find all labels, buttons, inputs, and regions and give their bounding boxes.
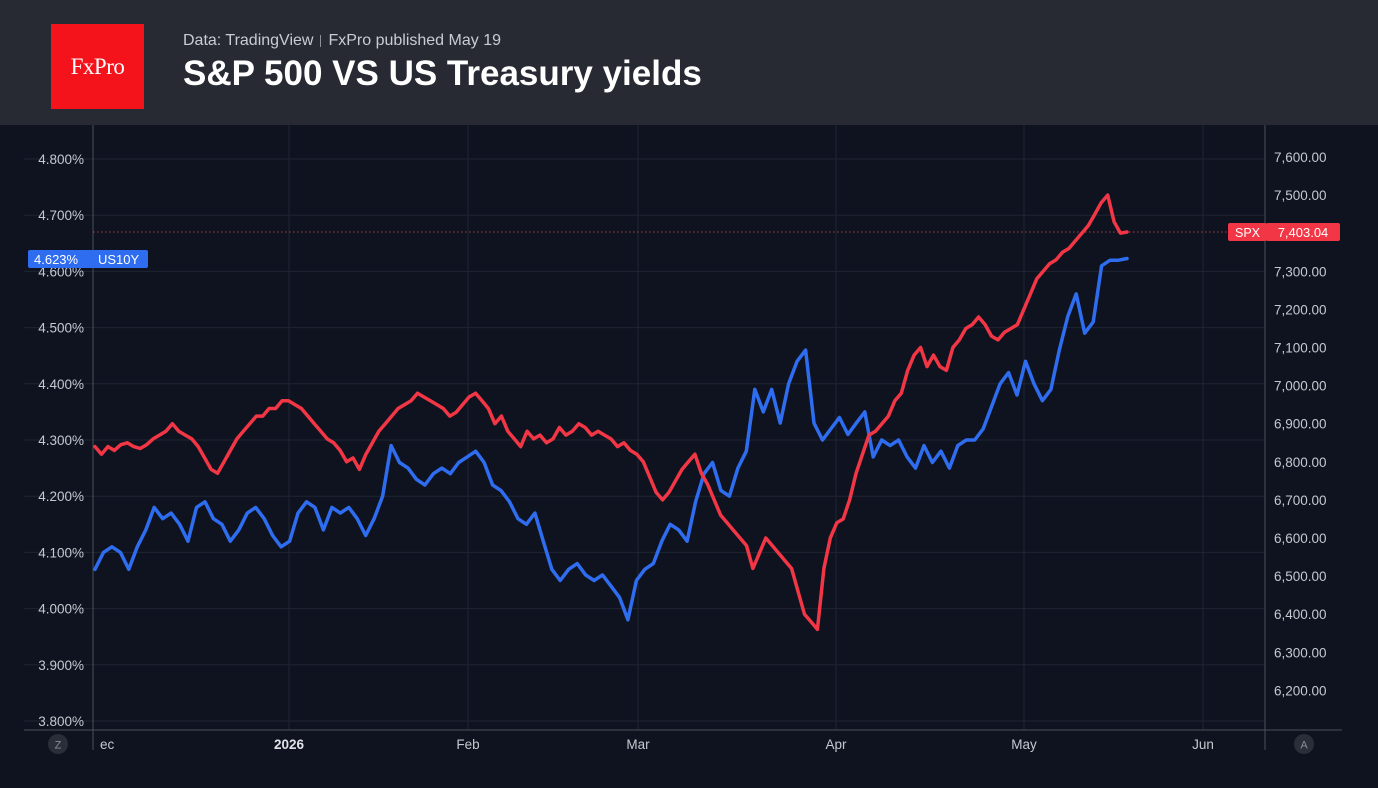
right-tick-label: 6,800.00 [1274, 455, 1327, 470]
chart-meta: Data: TradingView FxPro published May 19 [183, 32, 501, 50]
series-line-spx [93, 193, 1129, 632]
right-tick-label: 7,100.00 [1274, 341, 1327, 356]
right-tick-label: 6,700.00 [1274, 493, 1327, 508]
left-tick-label: 4.100% [38, 545, 84, 560]
auto-scale-badge-label: A [1300, 740, 1308, 752]
x-tick-label: Mar [626, 737, 650, 752]
auto-scale-badge[interactable] [1294, 734, 1314, 754]
right-tick-label: 7,500.00 [1274, 188, 1327, 203]
x-tick-label: Feb [456, 737, 479, 752]
right-tick-label: 7,600.00 [1274, 150, 1327, 165]
left-tick-label: 3.800% [38, 714, 84, 729]
spx-name-badge [1228, 223, 1267, 242]
series-line-us10y [93, 256, 1129, 622]
right-tick-label: 7,300.00 [1274, 264, 1327, 279]
right-tick-label: 6,600.00 [1274, 531, 1327, 546]
x-tick-label: Jun [1192, 737, 1214, 752]
right-tick-label: 6,300.00 [1274, 645, 1327, 660]
right-tick-label: 6,500.00 [1274, 569, 1327, 584]
us10y-value-label: 4.623% [34, 252, 79, 267]
left-tick-label: 4.400% [38, 377, 84, 392]
right-tick-label: 7,200.00 [1274, 302, 1327, 317]
spx-value-label: 7,403.04 [1278, 225, 1329, 240]
right-tick-label: 7,000.00 [1274, 379, 1327, 394]
left-tick-label: 4.300% [38, 433, 84, 448]
published-label: FxPro published May 19 [328, 32, 501, 49]
us10y-name-label: US10Y [98, 252, 140, 267]
zoom-reset-badge[interactable] [48, 734, 68, 754]
x-tick-label: May [1011, 737, 1037, 752]
spx-value-badge [1266, 223, 1340, 242]
zoom-reset-badge-label: Z [55, 740, 62, 752]
left-tick-label: 3.900% [38, 658, 84, 673]
left-tick-label: 4.000% [38, 602, 84, 617]
x-tick-label: Apr [825, 737, 847, 752]
meta-separator [320, 34, 322, 47]
spx-name-label: SPX [1235, 226, 1261, 240]
fxpro-logo: FxPro [51, 24, 144, 109]
left-tick-label: 4.600% [38, 264, 84, 279]
left-tick-label: 4.200% [38, 489, 84, 504]
left-tick-label: 4.500% [38, 321, 84, 336]
right-tick-label: 6,200.00 [1274, 683, 1327, 698]
chart-title: S&P 500 VS US Treasury yields [183, 54, 702, 93]
chart-header: FxPro Data: TradingView FxPro published M… [0, 0, 1378, 125]
right-tick-label: 6,900.00 [1274, 417, 1327, 432]
left-tick-label: 4.800% [38, 152, 84, 167]
source-label: Data: TradingView [183, 32, 314, 49]
us10y-badge [28, 250, 148, 268]
left-tick-label: 4.700% [38, 208, 84, 223]
x-tick-label: ec [100, 737, 115, 752]
x-tick-label: 2026 [274, 737, 305, 752]
right-tick-label: 6,400.00 [1274, 607, 1327, 622]
